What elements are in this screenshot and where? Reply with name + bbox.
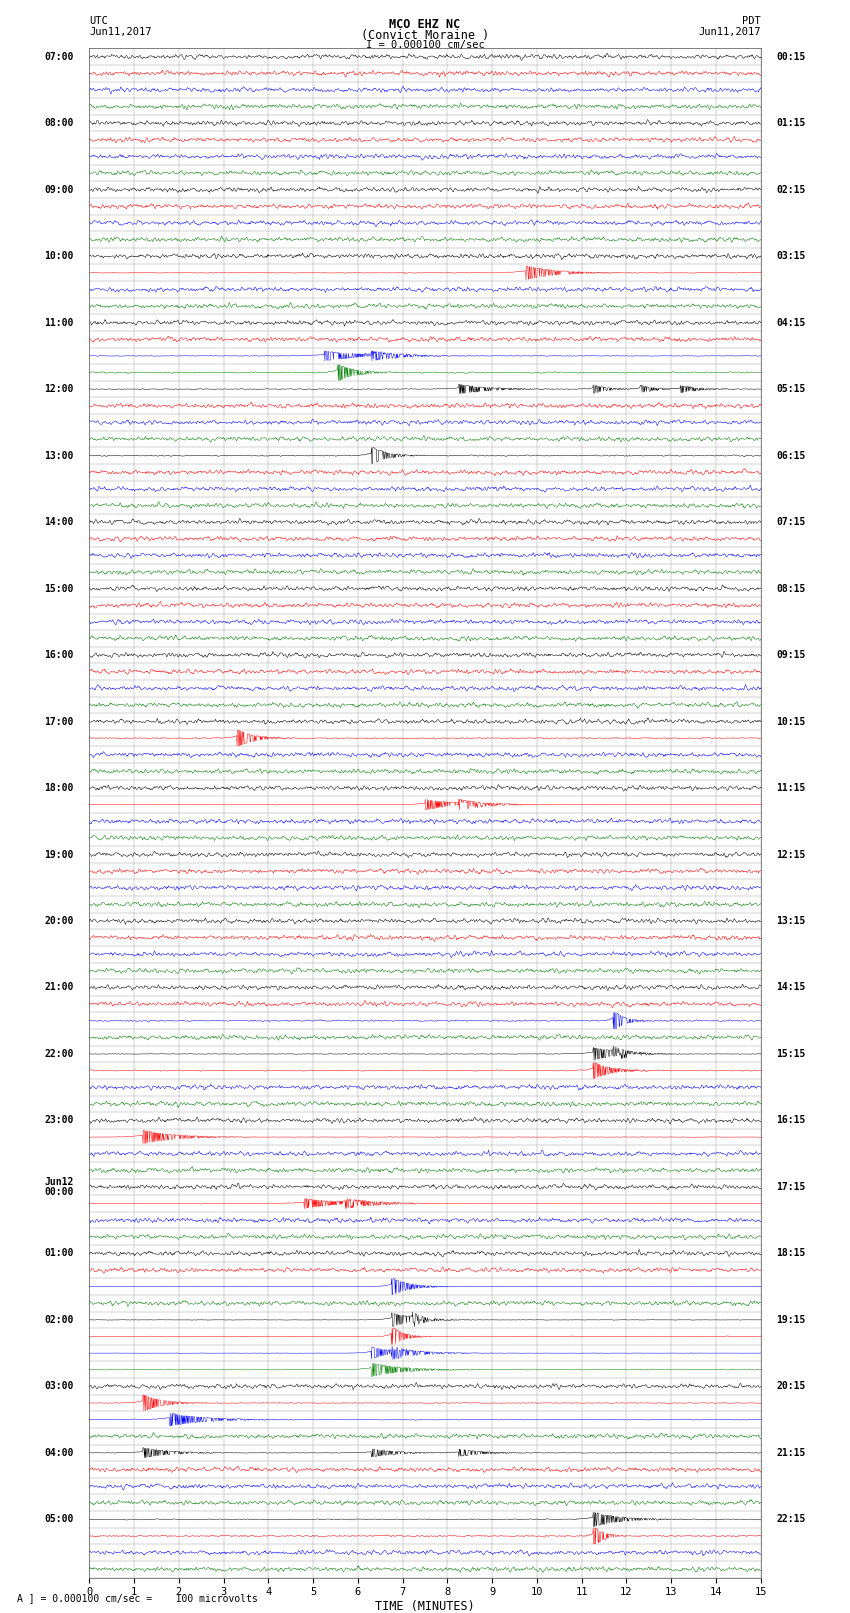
Text: 15:00: 15:00 <box>44 584 74 594</box>
Text: 09:00: 09:00 <box>44 184 74 195</box>
Text: 12:00: 12:00 <box>44 384 74 394</box>
Text: 19:15: 19:15 <box>776 1315 806 1324</box>
Text: Jun12
00:00: Jun12 00:00 <box>44 1177 74 1197</box>
Text: 19:00: 19:00 <box>44 850 74 860</box>
Text: UTC: UTC <box>89 16 108 26</box>
Text: 00:15: 00:15 <box>776 52 806 61</box>
Text: (Convict Moraine ): (Convict Moraine ) <box>361 29 489 42</box>
Text: 03:15: 03:15 <box>776 252 806 261</box>
Text: 17:00: 17:00 <box>44 716 74 726</box>
Text: 04:15: 04:15 <box>776 318 806 327</box>
Text: 08:00: 08:00 <box>44 118 74 127</box>
Text: 14:15: 14:15 <box>776 982 806 992</box>
Text: 01:15: 01:15 <box>776 118 806 127</box>
Text: 23:00: 23:00 <box>44 1116 74 1126</box>
Text: 14:00: 14:00 <box>44 518 74 527</box>
Text: 02:15: 02:15 <box>776 184 806 195</box>
Text: 06:15: 06:15 <box>776 450 806 461</box>
Text: Jun11,2017: Jun11,2017 <box>89 27 152 37</box>
Text: 11:15: 11:15 <box>776 782 806 794</box>
Text: 21:15: 21:15 <box>776 1448 806 1458</box>
Text: I = 0.000100 cm/sec: I = 0.000100 cm/sec <box>366 40 484 50</box>
Text: MCO EHZ NC: MCO EHZ NC <box>389 18 461 31</box>
Text: 09:15: 09:15 <box>776 650 806 660</box>
X-axis label: TIME (MINUTES): TIME (MINUTES) <box>375 1600 475 1613</box>
Text: 13:00: 13:00 <box>44 450 74 461</box>
Text: 16:15: 16:15 <box>776 1116 806 1126</box>
Text: 17:15: 17:15 <box>776 1182 806 1192</box>
Text: 15:15: 15:15 <box>776 1048 806 1060</box>
Text: Jun11,2017: Jun11,2017 <box>698 27 761 37</box>
Text: 20:00: 20:00 <box>44 916 74 926</box>
Text: 04:00: 04:00 <box>44 1448 74 1458</box>
Text: A ] = 0.000100 cm/sec =    100 microvolts: A ] = 0.000100 cm/sec = 100 microvolts <box>17 1594 258 1603</box>
Text: 13:15: 13:15 <box>776 916 806 926</box>
Text: 07:00: 07:00 <box>44 52 74 61</box>
Text: 08:15: 08:15 <box>776 584 806 594</box>
Text: 07:15: 07:15 <box>776 518 806 527</box>
Text: 10:15: 10:15 <box>776 716 806 726</box>
Text: 18:00: 18:00 <box>44 782 74 794</box>
Text: 21:00: 21:00 <box>44 982 74 992</box>
Text: 22:00: 22:00 <box>44 1048 74 1060</box>
Text: 18:15: 18:15 <box>776 1248 806 1258</box>
Text: 05:00: 05:00 <box>44 1515 74 1524</box>
Text: 16:00: 16:00 <box>44 650 74 660</box>
Text: PDT: PDT <box>742 16 761 26</box>
Text: 10:00: 10:00 <box>44 252 74 261</box>
Text: 02:00: 02:00 <box>44 1315 74 1324</box>
Text: 12:15: 12:15 <box>776 850 806 860</box>
Text: 20:15: 20:15 <box>776 1381 806 1392</box>
Text: 05:15: 05:15 <box>776 384 806 394</box>
Text: 01:00: 01:00 <box>44 1248 74 1258</box>
Text: 11:00: 11:00 <box>44 318 74 327</box>
Text: 22:15: 22:15 <box>776 1515 806 1524</box>
Text: 03:00: 03:00 <box>44 1381 74 1392</box>
